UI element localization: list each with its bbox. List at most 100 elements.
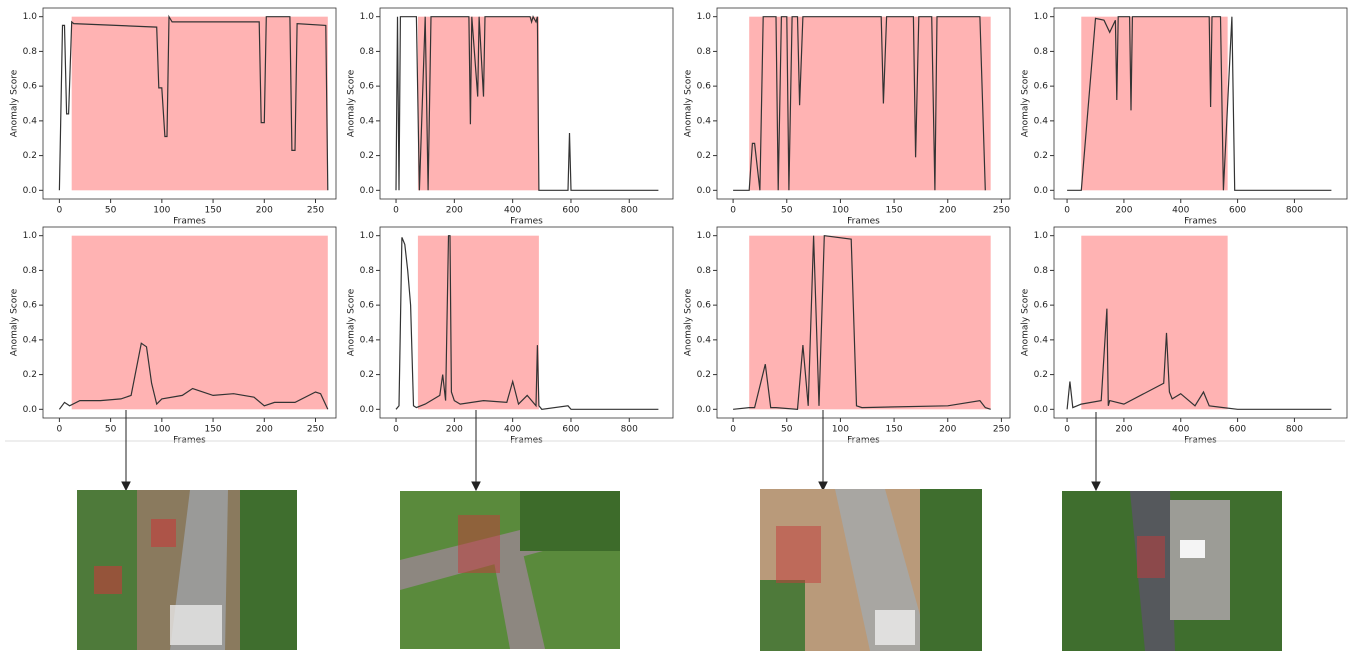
y-axis-label: Anomaly Score [1021, 69, 1031, 137]
axes-frame [379, 7, 674, 200]
arrow-head [818, 481, 828, 492]
y-tick-label: 0.6 [697, 301, 712, 311]
y-tick-label: 1.0 [23, 231, 38, 241]
x-tick-label: 0 [1064, 206, 1070, 216]
y-axis-label: Anomaly Score [684, 69, 694, 137]
x-tick-label: 100 [832, 425, 849, 435]
chart: 0.00.20.40.60.81.00 200 400 600 800FramesAno… [347, 7, 674, 227]
anomaly-span [749, 16, 991, 191]
anomaly-span [71, 16, 328, 191]
photo [77, 490, 297, 650]
x-tick-label: 100 [153, 425, 170, 435]
x-tick-label: 800 [1286, 206, 1303, 216]
x-tick-label: 800 [1286, 425, 1303, 435]
y-tick-label: 0.0 [1034, 186, 1049, 196]
x-tick-label: 600 [1229, 206, 1246, 216]
y-tick-label: 0.2 [23, 151, 37, 161]
chart: 0.00.20.40.60.81.00 50 100 150 200 250FramesA… [684, 7, 1011, 227]
x-tick-label: 600 [562, 206, 579, 216]
y-tick-label: 0.4 [23, 116, 38, 126]
chart: 0.00.20.40.60.81.00 200 400 600 800FramesAno… [1021, 7, 1348, 227]
axes-frame [379, 226, 674, 419]
y-tick-label: 0.0 [1034, 405, 1049, 415]
y-tick-label: 0.6 [360, 301, 375, 311]
axes-frame [42, 7, 337, 200]
x-tick-label: 50 [105, 206, 117, 216]
axes-frame [1053, 7, 1348, 200]
x-axis-label: Frames [173, 217, 206, 227]
y-tick-label: 1.0 [23, 12, 38, 22]
y-axis-label: Anomaly Score [347, 69, 357, 137]
x-tick-label: 50 [781, 425, 793, 435]
score-line [58, 14, 329, 191]
score-line [58, 342, 329, 410]
x-tick-label: 200 [256, 425, 273, 435]
x-tick-label: 250 [993, 206, 1010, 216]
x-tick-label: 800 [621, 206, 638, 216]
x-tick-label: 400 [504, 425, 521, 435]
x-tick-label: 600 [1229, 425, 1246, 435]
chart: 0.00.20.40.60.81.00 50 100 150 200 250FramesA… [10, 226, 337, 446]
x-tick-label: 50 [105, 425, 117, 435]
y-tick-label: 0.4 [360, 116, 375, 126]
x-axis-label: Frames [510, 217, 543, 227]
y-tick-label: 1.0 [360, 231, 375, 241]
y-tick-label: 0.8 [360, 47, 375, 57]
anomaly-span [1081, 16, 1228, 191]
y-tick-label: 0.8 [1034, 266, 1049, 276]
x-tick-label: 200 [939, 425, 956, 435]
x-tick-label: 100 [832, 206, 849, 216]
y-tick-label: 0.6 [1034, 301, 1049, 311]
y-tick-label: 0.2 [360, 370, 374, 380]
y-tick-label: 0.6 [23, 301, 38, 311]
y-tick-label: 0.6 [360, 82, 375, 92]
x-tick-label: 150 [885, 425, 902, 435]
chart: 0.00.20.40.60.81.00 200 400 600 800FramesAno… [347, 226, 674, 446]
chart: 0.00.20.40.60.81.00 50 100 150 200 250FramesA… [684, 226, 1011, 446]
score-line [395, 235, 659, 410]
y-axis-label: Anomaly Score [684, 288, 694, 356]
x-tick-label: 250 [307, 206, 324, 216]
y-tick-label: 0.0 [697, 186, 712, 196]
y-tick-label: 0.8 [697, 47, 712, 57]
y-tick-label: 1.0 [1034, 231, 1049, 241]
x-tick-label: 0 [57, 206, 63, 216]
score-line [733, 16, 986, 191]
y-tick-label: 0.6 [697, 82, 712, 92]
y-tick-label: 1.0 [360, 12, 375, 22]
score-line [733, 235, 991, 410]
y-tick-label: 0.4 [23, 335, 38, 345]
x-tick-label: 0 [393, 206, 399, 216]
x-tick-label: 200 [446, 206, 463, 216]
chart: 0.00.20.40.60.81.00 50 100 150 200 250FramesA… [10, 7, 337, 227]
y-tick-label: 0.0 [23, 405, 38, 415]
y-tick-label: 1.0 [697, 12, 712, 22]
x-tick-label: 150 [885, 206, 902, 216]
x-tick-label: 400 [1172, 206, 1189, 216]
y-tick-label: 0.6 [23, 82, 38, 92]
arrow-head [471, 481, 481, 492]
y-tick-label: 0.8 [1034, 47, 1049, 57]
score-line [1066, 308, 1332, 410]
x-tick-label: 400 [1172, 425, 1189, 435]
x-tick-label: 0 [1064, 425, 1070, 435]
axes-frame [716, 7, 1011, 200]
axes-frame [1053, 226, 1348, 419]
x-tick-label: 250 [307, 425, 324, 435]
arrows [121, 410, 1101, 492]
anomaly-span [417, 235, 539, 410]
y-tick-label: 0.8 [23, 47, 38, 57]
y-tick-label: 0.2 [23, 370, 37, 380]
y-tick-label: 0.0 [23, 186, 38, 196]
y-tick-label: 0.2 [697, 370, 711, 380]
x-tick-label: 100 [153, 206, 170, 216]
y-tick-label: 0.4 [1034, 335, 1049, 345]
y-tick-label: 0.0 [360, 186, 375, 196]
y-tick-label: 0.2 [697, 151, 711, 161]
x-tick-label: 800 [621, 425, 638, 435]
arrow-head [121, 481, 131, 492]
photo [1062, 491, 1282, 651]
y-tick-label: 0.0 [697, 405, 712, 415]
y-tick-label: 0.4 [360, 335, 375, 345]
